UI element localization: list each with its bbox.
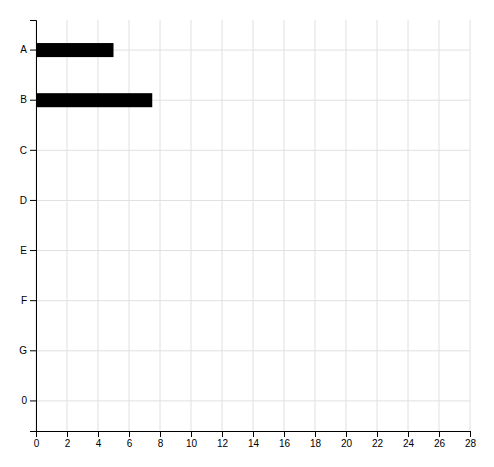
tick-mark xyxy=(129,431,130,437)
tick-mark xyxy=(346,431,347,437)
tick-mark xyxy=(30,200,36,201)
tick-label: 6 xyxy=(127,438,133,449)
chart: 0246810121416182022242628ABCDEFG0 xyxy=(0,0,494,467)
tick-label: 28 xyxy=(465,438,477,449)
tick: 2 xyxy=(65,431,71,449)
grid-line xyxy=(408,20,409,431)
tick-label: 0 xyxy=(21,395,27,406)
plot: 0246810121416182022242628ABCDEFG0 xyxy=(19,20,476,449)
tick-mark xyxy=(30,150,36,151)
grid-line xyxy=(98,20,99,431)
grid-line xyxy=(222,20,223,431)
tick-mark xyxy=(30,350,36,351)
tick: 0 xyxy=(21,395,36,406)
grid-line xyxy=(36,200,470,201)
bar xyxy=(36,93,152,107)
tick-label: 26 xyxy=(434,438,446,449)
tick: G xyxy=(19,345,36,356)
grid-line xyxy=(67,20,68,431)
tick: 6 xyxy=(127,431,133,449)
grid-line xyxy=(36,250,470,251)
tick: A xyxy=(20,44,36,55)
axis-line xyxy=(37,432,471,438)
grid-line xyxy=(129,20,130,431)
tick-mark xyxy=(98,431,99,437)
tick-label: 10 xyxy=(186,438,198,449)
grid-line xyxy=(377,20,378,431)
tick: 22 xyxy=(372,431,384,449)
tick-label: C xyxy=(20,145,27,156)
tick-mark xyxy=(470,431,471,437)
tick-mark xyxy=(30,100,36,101)
tick-mark xyxy=(160,431,161,437)
tick-mark xyxy=(377,431,378,437)
grid xyxy=(36,20,470,431)
grid-line xyxy=(36,300,470,301)
grid-line xyxy=(470,20,471,431)
tick-mark xyxy=(253,431,254,437)
tick-label: 16 xyxy=(279,438,291,449)
tick-label: 20 xyxy=(341,438,353,449)
tick-label: 0 xyxy=(34,438,40,449)
tick-label: F xyxy=(21,295,27,306)
tick: 28 xyxy=(465,431,477,449)
tick-label: 24 xyxy=(403,438,415,449)
tick: 18 xyxy=(310,431,322,449)
grid-line xyxy=(315,20,316,431)
tick-label: 8 xyxy=(158,438,164,449)
x-axis: 0246810121416182022242628 xyxy=(34,431,477,449)
tick: 12 xyxy=(217,431,229,449)
tick: 8 xyxy=(158,431,164,449)
tick: B xyxy=(20,94,36,105)
grid-line xyxy=(36,400,470,401)
tick: 14 xyxy=(248,431,260,449)
tick-label: 2 xyxy=(65,438,71,449)
tick: 24 xyxy=(403,431,415,449)
tick: 16 xyxy=(279,431,291,449)
tick: 4 xyxy=(96,431,102,449)
tick-label: E xyxy=(20,245,27,256)
tick-label: G xyxy=(19,345,27,356)
y-axis: A B C D E F G 0 xyxy=(19,21,36,432)
grid-line xyxy=(284,20,285,431)
axis-line xyxy=(30,21,37,432)
tick-mark xyxy=(439,431,440,437)
grid-line xyxy=(160,20,161,431)
tick-label: A xyxy=(20,44,27,55)
tick-label: 12 xyxy=(217,438,229,449)
tick: 26 xyxy=(434,431,446,449)
tick-mark xyxy=(30,300,36,301)
tick-mark xyxy=(284,431,285,437)
tick-label: 22 xyxy=(372,438,384,449)
tick: D xyxy=(20,195,36,206)
grid-line xyxy=(36,150,470,151)
tick-mark xyxy=(222,431,223,437)
grid-line xyxy=(253,20,254,431)
tick-mark xyxy=(30,50,36,51)
bar xyxy=(36,43,114,57)
tick-label: 18 xyxy=(310,438,322,449)
tick: 20 xyxy=(341,431,353,449)
tick-mark xyxy=(30,250,36,251)
grid-line xyxy=(36,350,470,351)
grid-line xyxy=(439,20,440,431)
tick-mark xyxy=(408,431,409,437)
tick: E xyxy=(20,245,36,256)
tick: F xyxy=(21,295,36,306)
tick-mark xyxy=(191,431,192,437)
tick-label: 14 xyxy=(248,438,260,449)
grid-line xyxy=(191,20,192,431)
tick-label: D xyxy=(20,195,27,206)
tick: 0 xyxy=(34,431,40,449)
tick: C xyxy=(20,145,36,156)
tick-label: B xyxy=(20,94,27,105)
tick: 10 xyxy=(186,431,198,449)
tick-mark xyxy=(315,431,316,437)
tick-label: 4 xyxy=(96,438,102,449)
tick-mark xyxy=(30,400,36,401)
grid-line xyxy=(346,20,347,431)
tick-mark xyxy=(67,431,68,437)
bars xyxy=(36,43,152,107)
